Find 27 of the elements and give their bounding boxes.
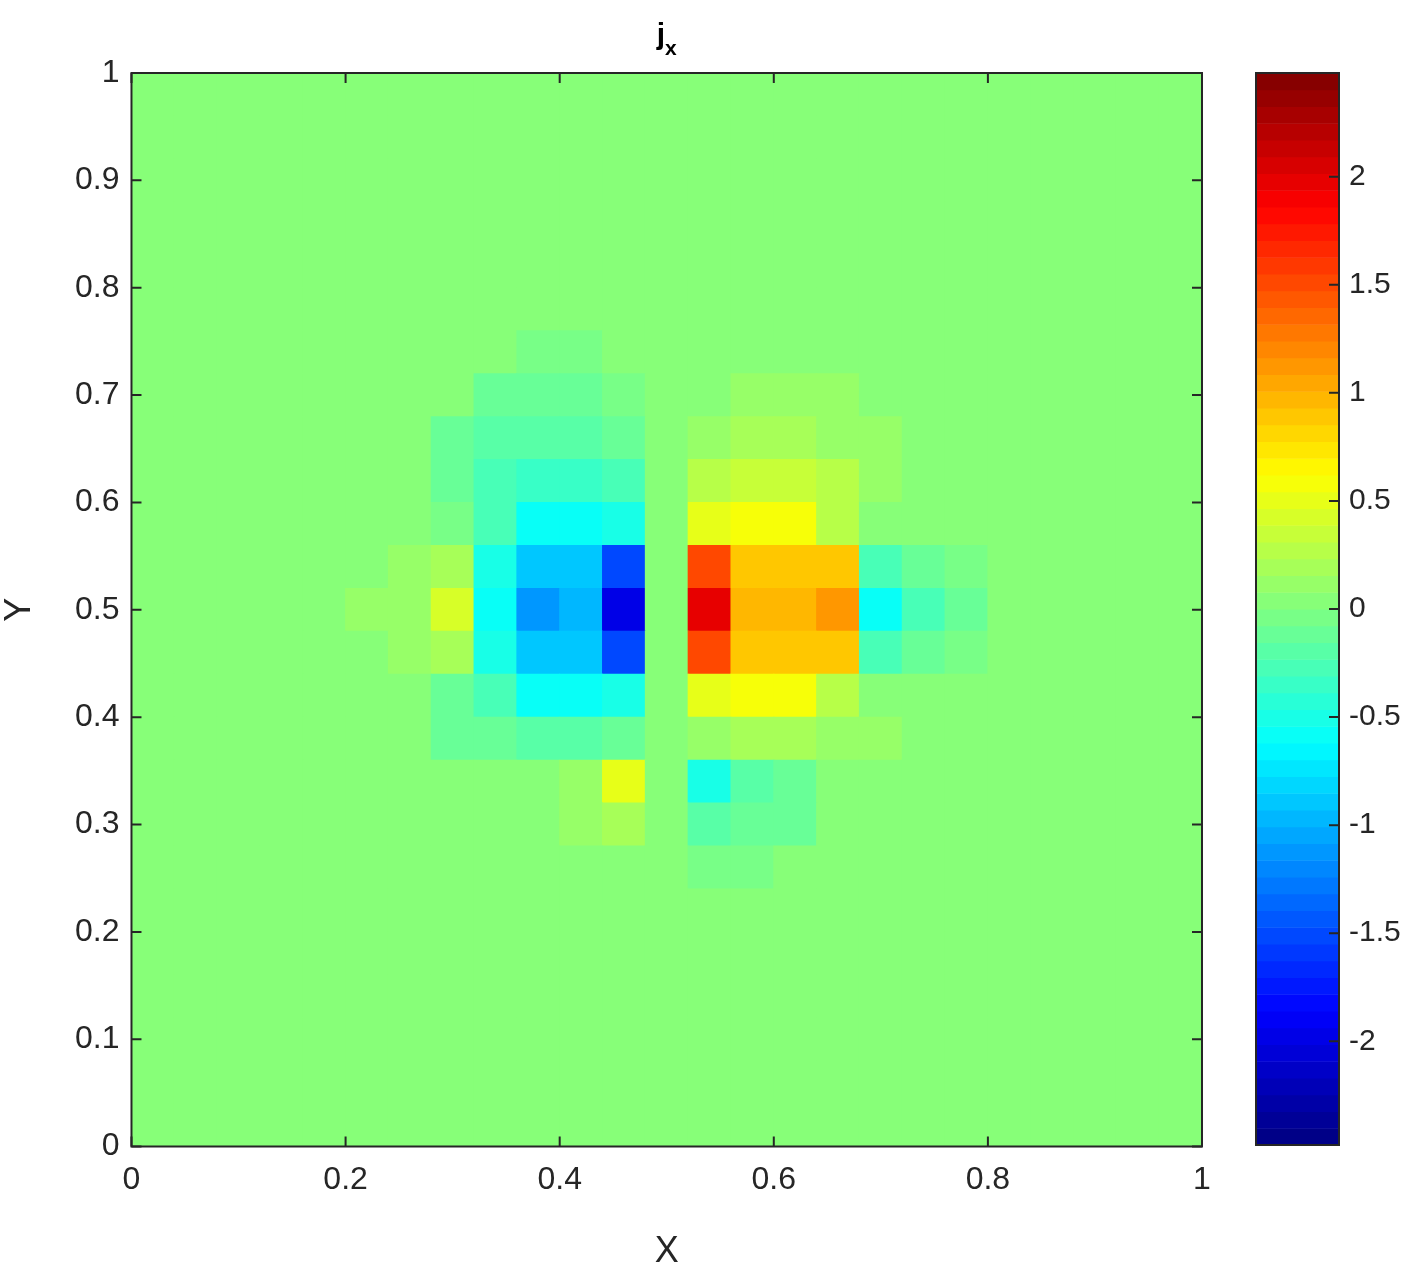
y-tick-label: 0.7	[75, 374, 120, 411]
color-bar-label: -1.5	[1349, 914, 1401, 948]
y-axis-title: Y	[0, 597, 38, 622]
color-bar-label: 0.5	[1349, 482, 1391, 516]
x-tick-label: 0.2	[323, 1159, 368, 1196]
y-tick-label: 0.5	[75, 589, 120, 626]
color-bar-label: -0.5	[1349, 698, 1401, 732]
color-bar-label: 2	[1349, 158, 1366, 192]
color-bar-label: -2	[1349, 1022, 1376, 1056]
y-tick-label: 0.3	[75, 804, 120, 841]
y-tick-label: 1	[101, 52, 120, 89]
y-tick-label: 0.1	[75, 1019, 120, 1056]
x-tick-label: 1	[1193, 1159, 1211, 1196]
x-tick-label: 0.4	[537, 1159, 582, 1196]
y-tick-label: 0.8	[75, 267, 120, 304]
y-tick-label: 0.4	[75, 696, 120, 733]
color-bar-label: 0	[1349, 590, 1366, 624]
y-tick-label: 0.2	[75, 911, 120, 948]
y-tick-label: 0.6	[75, 482, 120, 519]
y-tick-label: 0	[101, 1126, 120, 1163]
color-bar-label: -1	[1349, 806, 1376, 840]
x-tick-label: 0.8	[965, 1159, 1011, 1196]
y-tick-label: 0.9	[75, 160, 120, 197]
x-tick-label: 0.6	[751, 1159, 797, 1196]
color-bar-label: 1	[1349, 374, 1366, 408]
x-axis-title: X	[654, 1229, 679, 1263]
color-bar-label: 1.5	[1349, 266, 1391, 300]
